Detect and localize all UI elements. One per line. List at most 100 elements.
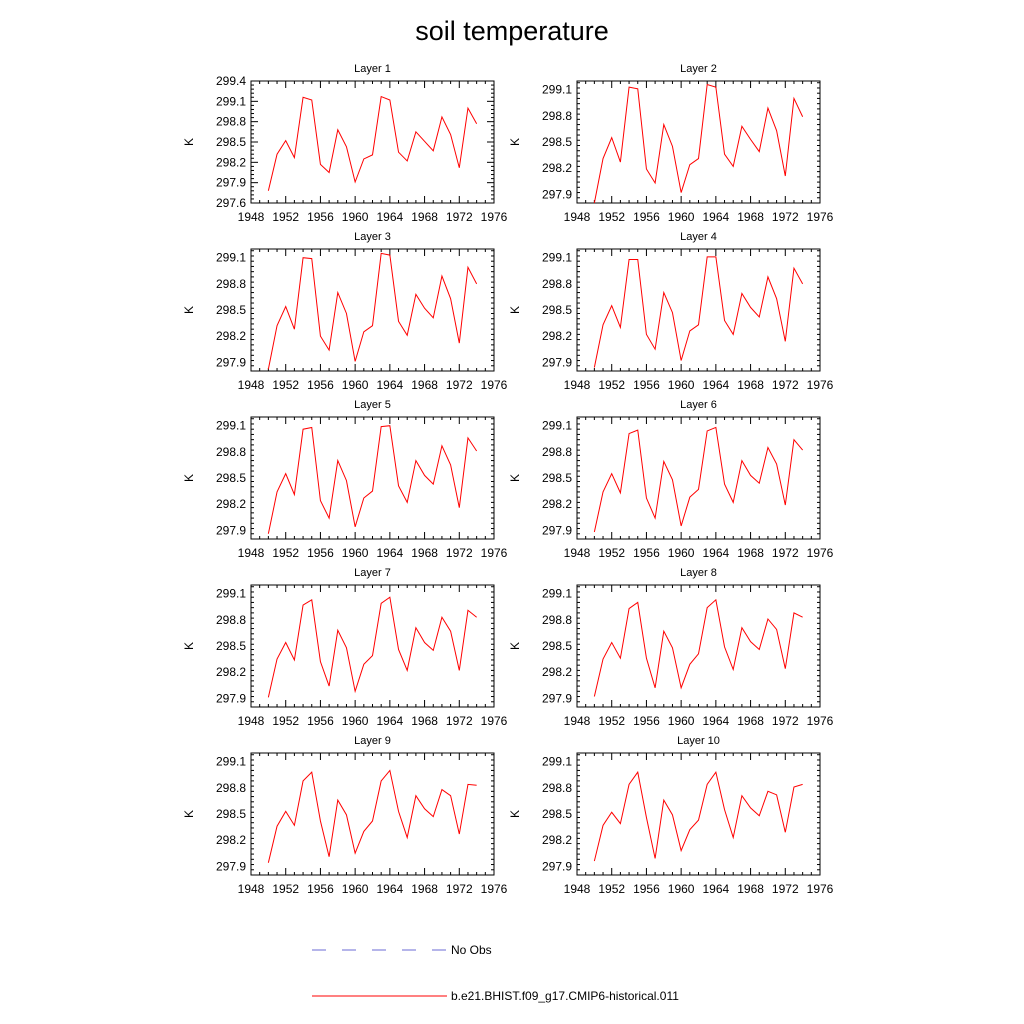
layer-3-x-tick-label: 1948 [238, 378, 265, 392]
layer-4-y-axis-label: K [508, 306, 522, 314]
layer-2-title: Layer 2 [680, 63, 717, 75]
layer-2-y-tick-label: 298.5 [542, 135, 572, 149]
layer-6-x-tick-label: 1956 [633, 546, 660, 560]
layer-3-y-tick-label: 298.5 [216, 303, 246, 317]
layer-10-y-tick-label: 298.5 [542, 807, 572, 821]
layer-3-title: Layer 3 [354, 231, 391, 243]
layer-2-series-line [593, 83, 804, 204]
layer-2-panel: Layer 2 1948 1952 1956 1960 1964 1968 1972 1976 2… [508, 63, 834, 224]
layer-9-title: Layer 9 [354, 735, 391, 747]
layer-1-panel: Layer 1 1948 1952 1956 1960 1964 1968 1972 1976 2… [182, 63, 508, 224]
layer-7-y-axis-label: K [182, 642, 196, 650]
layer-3-x-tick-label: 1968 [411, 378, 438, 392]
layer-2-x-tick-label: 1960 [668, 210, 695, 224]
layer-1-y-tick-label: 298.2 [216, 155, 246, 169]
layer-4-x-tick-label: 1948 [564, 378, 591, 392]
layer-1-x-tick-label: 1956 [307, 210, 334, 224]
layer-8-x-tick-label: 1948 [564, 714, 591, 728]
layer-9-series-line [267, 769, 477, 863]
layer-6-y-axis-label: K [508, 474, 522, 482]
chart-panels: Layer 1 1948 1952 1956 1960 1964 1968 1972 1976 2… [182, 63, 834, 896]
layer-7-x-tick-label: 1960 [342, 714, 369, 728]
layer-10-x-tick-label: 1964 [703, 882, 730, 896]
layer-4-x-tick-label: 1952 [598, 378, 625, 392]
layer-4-y-tick-label: 298.8 [542, 277, 572, 291]
layer-1-plot-frame [250, 80, 495, 204]
layer-7-y-tick-label: 297.9 [216, 691, 246, 705]
layer-9-panel: Layer 9 1948 1952 1956 1960 1964 1968 1972 1976 2… [182, 735, 508, 896]
layer-1-y-tick-label: 298.5 [216, 135, 246, 149]
layer-6-x-tick-label: 1972 [772, 546, 799, 560]
layer-3-x-tick-label: 1956 [307, 378, 334, 392]
layer-4-x-tick-label: 1976 [807, 378, 834, 392]
layer-5-y-tick-label: 297.9 [216, 523, 246, 537]
layer-3-x-tick-label: 1976 [481, 378, 508, 392]
layer-3-x-tick-label: 1952 [272, 378, 299, 392]
layer-4-x-tick-label: 1960 [668, 378, 695, 392]
layer-5-x-tick-label: 1952 [272, 546, 299, 560]
layer-8-x-tick-label: 1960 [668, 714, 695, 728]
layer-9-x-tick-label: 1956 [307, 882, 334, 896]
layer-8-title: Layer 8 [680, 567, 717, 579]
layer-10-y-tick-label: 297.9 [542, 859, 572, 873]
layer-2-x-tick-label: 1964 [703, 210, 730, 224]
layer-8-y-tick-label: 298.8 [542, 613, 572, 627]
layer-9-x-tick-label: 1948 [238, 882, 265, 896]
layer-5-x-tick-label: 1948 [238, 546, 265, 560]
layer-4-x-tick-label: 1964 [703, 378, 730, 392]
layer-4-series-line [593, 256, 804, 368]
layer-5-y-tick-label: 299.1 [216, 419, 246, 433]
layer-9-y-tick-label: 297.9 [216, 859, 246, 873]
layer-1-x-tick-label: 1972 [446, 210, 473, 224]
layer-8-panel: Layer 8 1948 1952 1956 1960 1964 1968 1972 1976 2… [508, 567, 834, 728]
layer-3-y-axis-label: K [182, 306, 196, 314]
layer-3-series-line [267, 252, 478, 370]
layer-4-title: Layer 4 [680, 231, 717, 243]
layer-3-panel: Layer 3 1948 1952 1956 1960 1964 1968 1972 1976 2… [182, 231, 508, 392]
layer-1-x-tick-label: 1968 [411, 210, 438, 224]
layer-6-y-tick-label: 297.9 [542, 523, 572, 537]
layer-9-x-tick-label: 1952 [272, 882, 299, 896]
layer-1-y-tick-label: 299.1 [216, 94, 246, 108]
legend-label-no-obs: No Obs [451, 943, 492, 957]
layer-8-x-tick-label: 1976 [807, 714, 834, 728]
layer-7-x-tick-label: 1964 [377, 714, 404, 728]
legend-label-model-run: b.e21.BHIST.f09_g17.CMIP6-historical.011 [451, 989, 679, 1003]
layer-5-x-tick-label: 1976 [481, 546, 508, 560]
layer-5-title: Layer 5 [354, 399, 391, 411]
layer-8-y-tick-label: 298.2 [542, 665, 572, 679]
layer-4-x-tick-label: 1968 [737, 378, 764, 392]
layer-10-x-tick-label: 1960 [668, 882, 695, 896]
layer-8-y-tick-label: 298.5 [542, 639, 572, 653]
layer-7-x-tick-label: 1956 [307, 714, 334, 728]
layer-4-panel: Layer 4 1948 1952 1956 1960 1964 1968 1972 1976 2… [508, 231, 834, 392]
layer-1-series-line [267, 95, 478, 191]
layer-5-panel: Layer 5 1948 1952 1956 1960 1964 1968 1972 1976 2… [182, 399, 508, 560]
layer-8-x-tick-label: 1956 [633, 714, 660, 728]
layer-8-x-tick-label: 1964 [703, 714, 730, 728]
layer-2-y-tick-label: 297.9 [542, 187, 572, 201]
layer-3-y-tick-label: 299.1 [216, 251, 246, 265]
layer-5-x-tick-label: 1972 [446, 546, 473, 560]
layer-10-x-tick-label: 1976 [807, 882, 834, 896]
layer-1-y-tick-label: 299.4 [216, 74, 246, 88]
layer-2-x-tick-label: 1976 [807, 210, 834, 224]
layer-5-x-tick-label: 1964 [377, 546, 404, 560]
layer-8-series-line [593, 598, 803, 697]
layer-6-x-tick-label: 1952 [598, 546, 625, 560]
layer-4-y-tick-label: 299.1 [542, 251, 572, 265]
layer-5-x-tick-label: 1956 [307, 546, 334, 560]
layer-1-x-tick-label: 1948 [238, 210, 265, 224]
layer-3-x-tick-label: 1964 [377, 378, 404, 392]
layer-1-x-tick-label: 1960 [342, 210, 369, 224]
layer-2-y-axis-label: K [508, 138, 522, 146]
layer-7-x-tick-label: 1976 [481, 714, 508, 728]
layer-8-y-tick-label: 299.1 [542, 587, 572, 601]
layer-5-series-line [267, 425, 478, 534]
layer-9-x-tick-label: 1976 [481, 882, 508, 896]
layer-10-title: Layer 10 [677, 735, 720, 747]
layer-4-x-tick-label: 1956 [633, 378, 660, 392]
layer-9-y-tick-label: 298.2 [216, 833, 246, 847]
layer-6-y-tick-label: 299.1 [542, 419, 572, 433]
